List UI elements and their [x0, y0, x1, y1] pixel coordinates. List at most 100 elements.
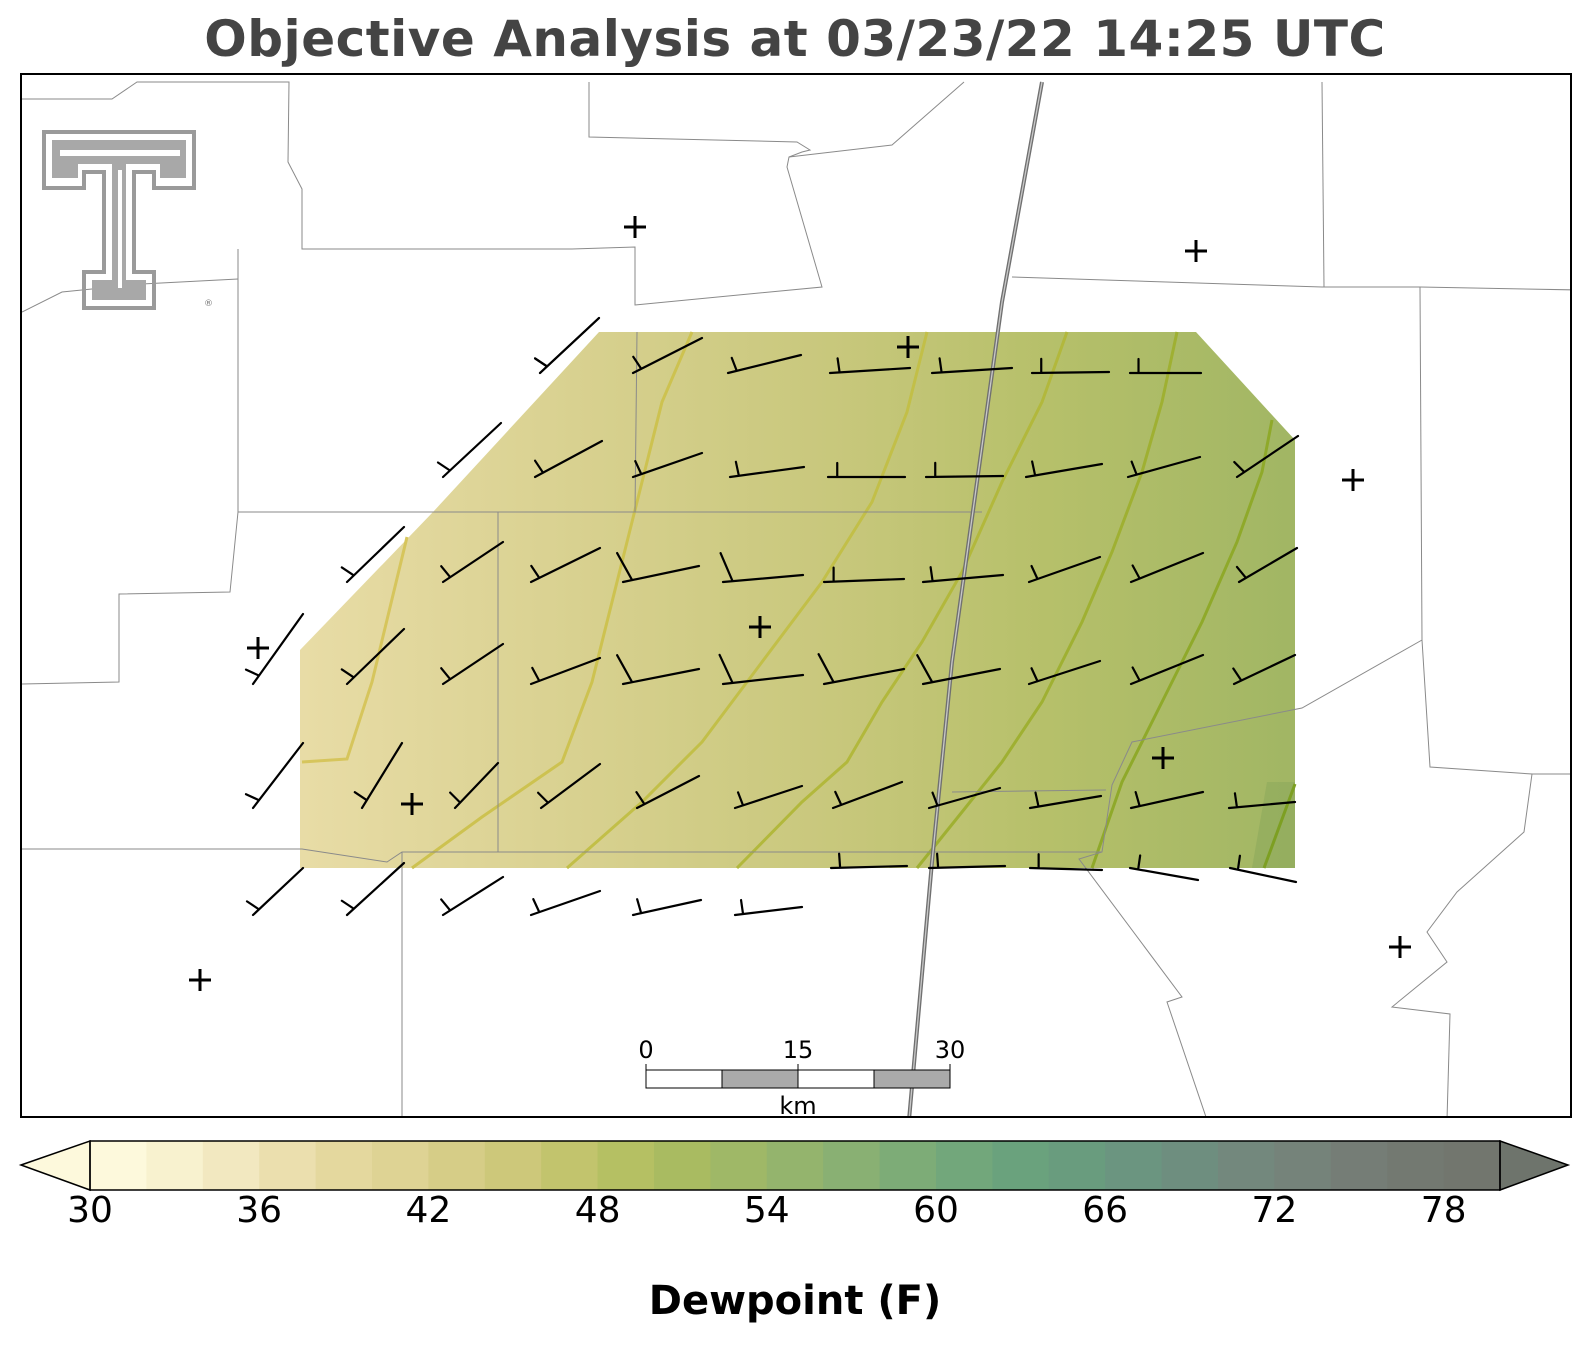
wind-barb — [536, 762, 602, 810]
wind-barb — [1027, 659, 1102, 686]
wind-barb — [831, 780, 904, 810]
contour-line — [301, 536, 409, 764]
station-marker — [749, 616, 771, 638]
station-marker — [897, 336, 919, 358]
wind-barb — [340, 525, 406, 584]
wind-barb — [1028, 791, 1103, 810]
colorbar-swatch — [315, 1141, 373, 1190]
wind-barb — [353, 741, 404, 810]
colorbar-title: Dewpoint (F) — [648, 1278, 942, 1324]
station-marker — [1152, 747, 1174, 769]
wind-barb — [616, 551, 701, 584]
wind-barb — [927, 852, 1007, 870]
wind-barb — [829, 852, 909, 870]
colorbar-tick-label: 36 — [236, 1190, 283, 1231]
colorbar-swatch — [766, 1141, 824, 1190]
station-marker — [401, 793, 423, 815]
colorbar-swatch — [1048, 1141, 1106, 1190]
colorbar-tick-label: 42 — [405, 1190, 452, 1231]
contour-line — [1262, 783, 1297, 869]
wind-barb — [1126, 455, 1202, 479]
colorbar-swatch — [654, 1141, 711, 1190]
scale-label-15: 15 — [783, 1036, 814, 1064]
wind-barb — [817, 653, 906, 686]
logo-registered-mark: ® — [204, 299, 213, 309]
wind-barb — [533, 316, 601, 375]
wind-barb — [927, 786, 1002, 810]
wind-barbs — [244, 316, 1300, 917]
wind-barb — [631, 898, 703, 917]
colorbar-swatch — [146, 1141, 204, 1190]
colorbar-tick-label: 66 — [1082, 1190, 1129, 1231]
wind-barb — [726, 353, 803, 375]
colorbar-swatch — [1218, 1141, 1275, 1190]
wind-barb — [826, 461, 907, 479]
station-marker — [1342, 469, 1364, 491]
wind-barb — [440, 540, 505, 584]
wind-barb — [1027, 555, 1102, 584]
colorbar-swatch — [1161, 1141, 1219, 1190]
colorbar-swatch — [823, 1141, 881, 1190]
colorbar-swatch — [992, 1141, 1050, 1190]
colorbar-swatch — [1443, 1141, 1501, 1190]
wind-barb — [1030, 357, 1111, 375]
wind-barb — [1235, 546, 1299, 584]
colorbar-swatch — [202, 1141, 260, 1190]
wind-barb — [733, 898, 804, 917]
contour-line — [735, 331, 1069, 870]
wind-barb — [631, 451, 704, 479]
wind-barb — [340, 861, 406, 917]
wind-barb — [1128, 357, 1203, 375]
wind-barb — [440, 642, 505, 686]
colorbar-under-triangle — [18, 1139, 91, 1192]
wind-barb — [728, 460, 806, 479]
wind-barb — [244, 741, 305, 810]
wind-barb — [449, 761, 500, 810]
wind-barb — [1233, 434, 1300, 479]
colorbar-tick-label: 78 — [1420, 1190, 1467, 1231]
highway-line — [907, 81, 1044, 1116]
wind-barb — [719, 552, 805, 584]
contour-line — [411, 331, 694, 870]
colorbar-swatch — [1105, 1141, 1163, 1190]
colorbar-swatch — [710, 1141, 768, 1190]
colorbar-swatch — [484, 1141, 542, 1190]
station-marker — [1389, 936, 1411, 958]
station-marker — [624, 216, 646, 238]
wind-barb — [436, 421, 503, 479]
wind-barb — [340, 627, 406, 686]
wind-barb — [529, 546, 602, 584]
wind-barb — [244, 612, 305, 686]
scale-label-30: 30 — [935, 1036, 966, 1064]
chart-title: Objective Analysis at 03/23/22 14:25 UTC — [204, 10, 1386, 68]
wind-barb — [1232, 653, 1297, 686]
colorbar-swatch — [936, 1141, 993, 1190]
wind-barb — [635, 774, 701, 810]
map-canvas: ® 0 15 30 km — [22, 81, 1570, 1116]
colorbar-tick-label: 60 — [913, 1190, 959, 1231]
map-panel[interactable]: ® 0 15 30 km — [20, 73, 1572, 1118]
wind-barb — [1024, 460, 1104, 479]
wind-barb — [1129, 551, 1205, 584]
wind-barb — [1228, 854, 1298, 884]
dewpoint-fill-region — [300, 332, 1295, 868]
wind-barb — [828, 357, 912, 375]
wind-barb — [616, 654, 701, 686]
wind-barb — [822, 566, 906, 584]
wind-barb — [718, 653, 805, 686]
scale-label-0: 0 — [638, 1036, 653, 1064]
wind-barb — [1128, 854, 1200, 882]
wind-barb — [1129, 790, 1205, 810]
wind-barb — [529, 889, 602, 917]
colorbar-swatch — [541, 1141, 599, 1190]
wind-barb — [1227, 792, 1297, 810]
colorbar-swatch — [1330, 1141, 1388, 1190]
station-marker — [1185, 240, 1207, 262]
colorbar-swatch — [90, 1141, 147, 1190]
colorbar-swatch — [259, 1141, 317, 1190]
wind-barb — [924, 461, 1005, 479]
colorbar-swatch — [1387, 1141, 1445, 1190]
station-markers — [189, 216, 1411, 991]
scale-bar: 0 15 30 km — [638, 1036, 966, 1116]
colorbar-tick-label: 54 — [743, 1190, 790, 1231]
